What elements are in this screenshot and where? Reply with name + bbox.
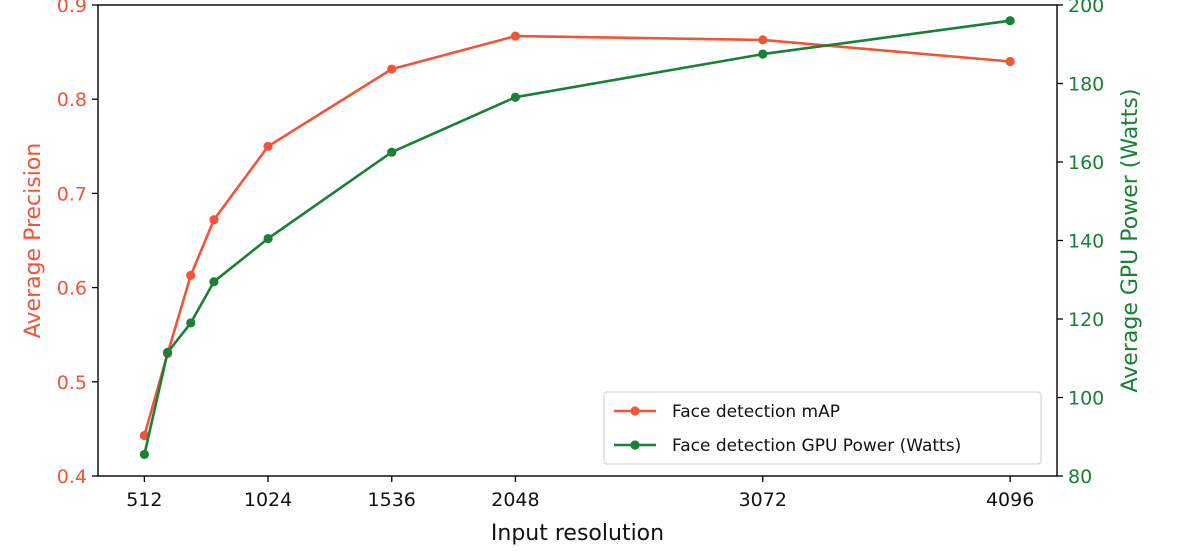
legend-marker-power bbox=[630, 440, 640, 450]
y-axis-right: 80 100 120 140 160 180 200 bbox=[1057, 0, 1104, 488]
y-right-tick-label: 180 bbox=[1068, 74, 1104, 96]
map-data-point bbox=[1005, 56, 1015, 67]
map-series-line bbox=[143, 34, 1011, 436]
series-layer bbox=[139, 16, 1015, 460]
power-series-line bbox=[143, 19, 1011, 455]
y-right-tick-label: 80 bbox=[1068, 466, 1092, 488]
y-left-tick-label: 0.8 bbox=[57, 89, 87, 111]
x-axis-title: Input resolution bbox=[491, 521, 664, 546]
legend-label-map: Face detection mAP bbox=[672, 402, 840, 422]
legend-box bbox=[603, 391, 1042, 465]
map-data-point bbox=[387, 64, 397, 74]
y-left-tick-label: 0.5 bbox=[57, 372, 87, 394]
y-left-tick-label: 0.7 bbox=[57, 183, 87, 205]
y-axis-left-title: Average Precision bbox=[21, 143, 46, 339]
y-right-tick-label: 160 bbox=[1068, 152, 1104, 174]
y-right-tick-label: 120 bbox=[1068, 309, 1104, 331]
power-data-point bbox=[162, 347, 173, 357]
map-data-point bbox=[186, 270, 196, 280]
legend-label-power: Face detection GPU Power (Watts) bbox=[672, 436, 961, 456]
power-data-point bbox=[510, 92, 521, 102]
power-data-point bbox=[139, 449, 149, 460]
y-axis-left: 0.4 0.5 0.6 0.7 0.8 0.9 bbox=[57, 0, 98, 488]
map-data-point bbox=[139, 430, 149, 441]
x-axis: 512 1024 1536 2048 3072 4096 bbox=[126, 476, 1034, 511]
power-data-point bbox=[209, 277, 219, 287]
map-data-point bbox=[510, 31, 521, 41]
x-tick-label: 512 bbox=[126, 489, 162, 511]
y-axis-right-title: Average GPU Power (Watts) bbox=[1118, 89, 1143, 393]
x-tick-label: 1536 bbox=[368, 489, 416, 511]
power-data-point bbox=[758, 49, 768, 59]
y-left-tick-label: 0.9 bbox=[57, 0, 87, 17]
power-data-point bbox=[1005, 16, 1015, 26]
x-tick-label: 4096 bbox=[986, 489, 1034, 511]
map-data-point bbox=[209, 215, 219, 225]
x-tick-label: 1024 bbox=[244, 489, 292, 511]
map-data-point bbox=[263, 141, 273, 151]
legend: Face detection mAP Face detection GPU Pow… bbox=[603, 391, 1042, 465]
y-right-tick-label: 100 bbox=[1068, 388, 1104, 410]
legend-marker-map bbox=[630, 406, 640, 416]
map-data-point bbox=[758, 35, 768, 45]
y-left-tick-label: 0.6 bbox=[57, 278, 87, 300]
power-data-point bbox=[387, 147, 397, 157]
y-right-tick-label: 140 bbox=[1068, 231, 1104, 253]
y-right-tick-label: 200 bbox=[1068, 0, 1104, 17]
y-left-tick-label: 0.4 bbox=[57, 466, 87, 488]
power-data-point bbox=[186, 318, 196, 328]
x-tick-label: 3072 bbox=[739, 489, 787, 511]
power-data-point bbox=[263, 233, 273, 244]
x-tick-label: 2048 bbox=[491, 489, 539, 511]
